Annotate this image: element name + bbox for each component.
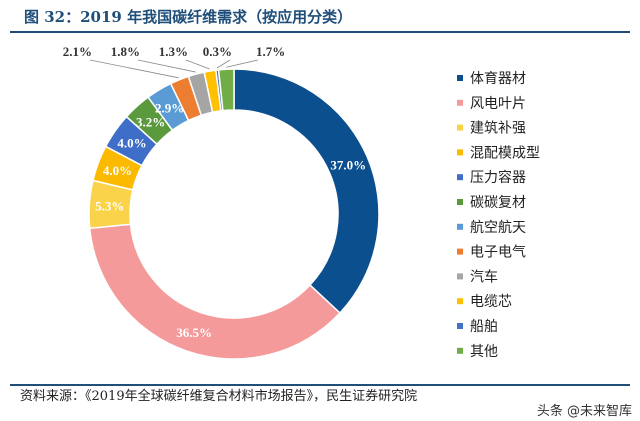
data-label-3: 4.0% bbox=[103, 163, 132, 178]
legend-swatch-5 bbox=[457, 199, 463, 205]
source-note: 资料来源：《2019年全球碳纤维复合材料市场报告》，民生证券研究院 bbox=[20, 389, 418, 404]
data-label-5: 3.2% bbox=[136, 115, 165, 130]
legend-swatch-2 bbox=[457, 124, 463, 131]
legend-label-11: 其他 bbox=[470, 344, 498, 360]
data-label-4: 4.0% bbox=[117, 136, 146, 151]
legend-swatch-6 bbox=[457, 223, 463, 230]
legend-label-10: 船舶 bbox=[470, 319, 498, 335]
bottom-rule bbox=[10, 384, 630, 386]
legend-label-2: 建筑补强 bbox=[470, 121, 526, 137]
legend-label-7: 电子电气 bbox=[470, 245, 526, 261]
legend-label-0: 体育器材 bbox=[470, 71, 526, 87]
figure-title: 图 32：2019 年我国碳纤维需求（按应用分类） bbox=[24, 8, 353, 26]
data-label-8: 1.8% bbox=[111, 44, 140, 59]
legend-swatch-3 bbox=[457, 149, 463, 156]
legend-swatch-8 bbox=[457, 273, 463, 280]
legend-label-9: 电缆芯 bbox=[470, 294, 512, 310]
leader-line-7 bbox=[89, 59, 179, 79]
data-label-9: 1.3% bbox=[159, 44, 188, 59]
legend-label-5: 碳碳复材 bbox=[470, 194, 526, 211]
legend-swatch-7 bbox=[457, 248, 463, 255]
slice-1 bbox=[88, 223, 341, 360]
legend-swatch-1 bbox=[457, 99, 463, 106]
data-label-2: 5.3% bbox=[95, 199, 124, 214]
legend-label-6: 航空航天 bbox=[470, 220, 526, 236]
leader-line-9 bbox=[185, 59, 210, 70]
data-label-11: 1.7% bbox=[256, 44, 285, 59]
top-rule bbox=[10, 31, 630, 33]
data-label-6: 2.9% bbox=[155, 100, 184, 115]
data-label-1: 36.5% bbox=[176, 325, 212, 340]
legend-label-4: 压力容器 bbox=[470, 169, 526, 186]
leader-line-10 bbox=[216, 59, 231, 69]
legend-label-8: 汽车 bbox=[470, 268, 498, 285]
legend-swatch-4 bbox=[457, 174, 463, 181]
legend-swatch-9 bbox=[457, 298, 463, 305]
data-label-10: 0.3% bbox=[203, 44, 232, 59]
legend-label-3: 混配模成型 bbox=[470, 145, 540, 161]
legend-swatch-10 bbox=[457, 323, 463, 329]
legend-swatch-11 bbox=[457, 347, 463, 354]
slice-11 bbox=[217, 68, 235, 112]
leader-line-8 bbox=[137, 59, 196, 73]
data-label-0: 37.0% bbox=[330, 157, 366, 172]
data-label-7: 2.1% bbox=[63, 44, 92, 59]
watermark: 头条 @未来智库 bbox=[536, 404, 632, 419]
slice-0 bbox=[233, 68, 380, 315]
legend-swatch-0 bbox=[457, 75, 463, 81]
leader-line-11 bbox=[226, 59, 259, 68]
legend-label-1: 风电叶片 bbox=[470, 96, 526, 112]
